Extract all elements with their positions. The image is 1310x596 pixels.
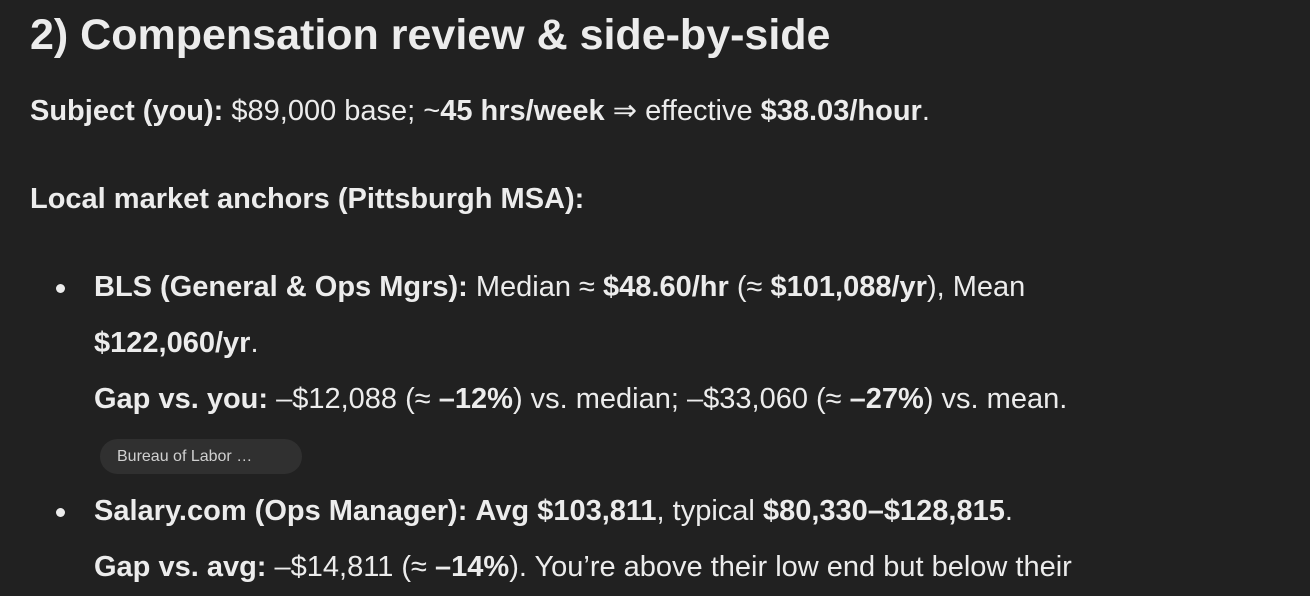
bullet [56,508,65,517]
text: ). You’re above their low end but below … [509,551,1072,583]
text: $101,088/yr [770,271,927,303]
text: ) vs. median; –$33,060 (≈ [512,383,842,415]
label: Gap vs. avg: [94,551,267,583]
text: Avg $103,811 [475,495,657,527]
bullet [56,284,65,293]
text: ), Mean [926,271,1026,303]
text: (≈ [736,271,763,303]
gap-line: Gap vs. you: –$12,088 (≈ –12%) vs. media… [94,381,1067,417]
text: ⇒ effective [612,95,753,127]
text: Median ≈ [475,271,595,303]
source-pill[interactable]: Bureau of Labor … [100,439,302,474]
text: –27% [849,383,924,415]
text: –14% [435,551,510,583]
text: –$12,088 (≈ [276,383,431,415]
section-title: Local market anchors (Pittsburgh MSA): [30,181,584,217]
text: –$14,811 (≈ [274,551,427,583]
label: Subject (you): [30,95,224,127]
subject-line: Subject (you): $89,000 base; ~45 hrs/wee… [30,93,930,129]
text: $122,060/yr [94,327,251,359]
item-line: $122,060/yr. [94,325,259,361]
text: Local market anchors (Pittsburgh MSA): [30,183,585,215]
text: $48.60/hr [603,271,729,303]
text: 45 hrs/week [440,95,605,127]
item-line: BLS (General & Ops Mgrs): Median ≈ $48.6… [94,269,1025,305]
label: BLS (General & Ops Mgrs): [94,271,468,303]
text: . [1004,495,1013,527]
heading: 2) Compensation review & side-by-side [30,11,831,59]
text: . [921,95,930,127]
label: Gap vs. you: [94,383,269,415]
item-line: Salary.com (Ops Manager): Avg $103,811, … [94,493,1013,529]
gap-line: Gap vs. avg: –$14,811 (≈ –14%). You’re a… [94,549,1072,585]
text: . [250,327,259,359]
text: $89,000 base; ~ [231,95,441,127]
label: Salary.com (Ops Manager): [94,495,468,527]
text: $38.03/hour [760,95,922,127]
text: –12% [438,383,513,415]
text: ) vs. mean. [923,383,1068,415]
text: , typical [656,495,755,527]
text: $80,330–$128,815 [762,495,1005,527]
